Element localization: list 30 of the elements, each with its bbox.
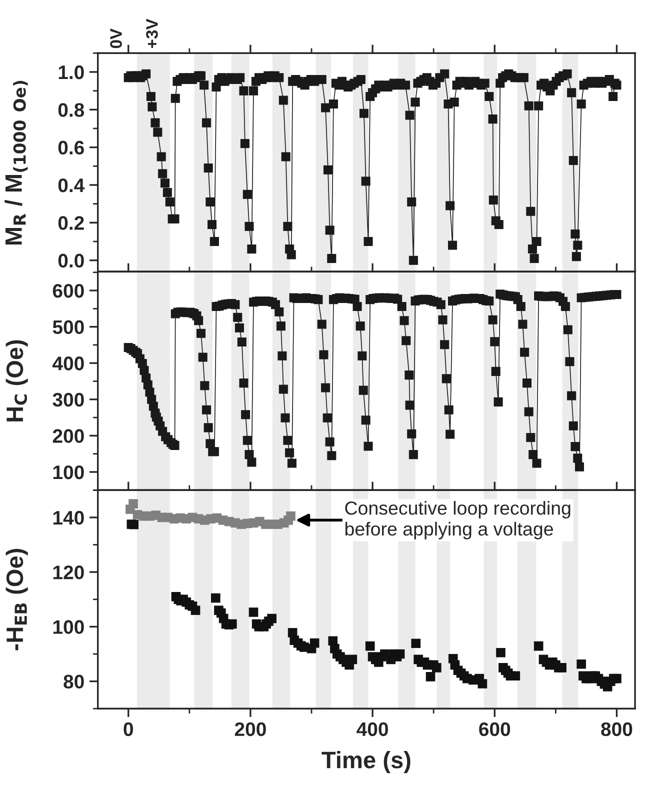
y-tick-label: 1.0 [58,65,84,80]
x-tick-label: 200 [234,722,266,736]
x-tick-label: 400 [356,722,388,736]
y-tick-label: 200 [52,429,84,443]
x-tick-label: 800 [601,722,632,736]
y-tick-label: 80 [64,674,84,689]
y-tick-label: 0.2 [58,216,84,230]
x-tick-label: 600 [479,722,510,736]
y-tick-label: 100 [53,620,84,634]
x-tick-label: 0 [124,722,133,736]
y-tick-label: 600 [52,284,84,298]
y-tick-label: 120 [53,566,84,580]
annotation: Consecutive loop recording before applying a voltage [345,500,570,540]
y-axis-title: H$_{C}$ (Oe) [6,340,28,422]
band-label: +3V [146,18,158,48]
y-tick-label: 400 [52,356,84,370]
y-tick-label: 500 [52,320,84,334]
point [286,511,296,521]
y-axis-title: -H$_{EB}$ (Oe) [6,548,28,650]
y-tick-label: 0.8 [58,103,84,117]
point [128,499,138,508]
y-tick-label: 0.0 [58,254,84,268]
y-tick-label: 100 [53,465,84,480]
text: 0V [110,28,122,48]
y-axis-title: M$_{R}$ / M$_{(1000 Oe)}$ [4,80,28,244]
y-tick-label: 0.4 [58,178,85,192]
y-tick-label: 300 [52,392,84,407]
x-axis-title: Time (s) [322,751,410,774]
y-tick-label: 0.6 [58,140,84,155]
y-tick-label: 140 [53,510,84,525]
